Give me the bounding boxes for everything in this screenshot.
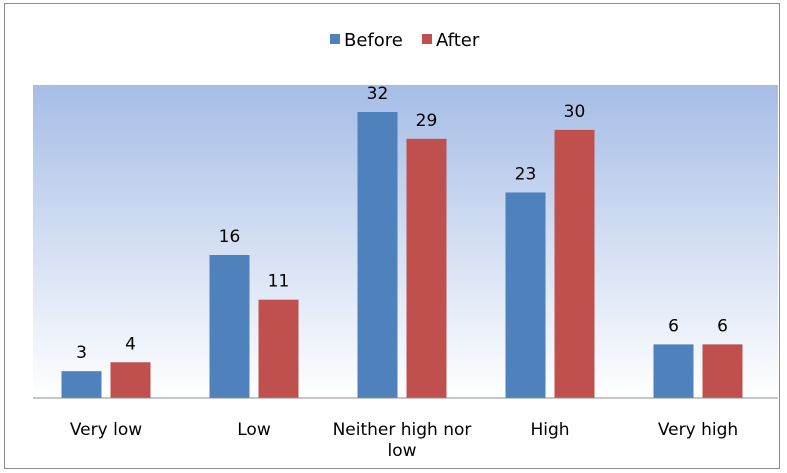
data-label-after-4: 6 [717, 316, 728, 336]
legend-swatch-before [330, 34, 340, 44]
data-label-before-2: 32 [367, 84, 389, 104]
bar-after-1 [258, 299, 299, 398]
data-label-after-2: 29 [416, 111, 438, 131]
category-label-3: High [530, 420, 569, 440]
data-label-after-3: 30 [564, 102, 586, 122]
data-label-after-0: 4 [125, 334, 136, 354]
bar-before-2 [357, 112, 398, 398]
bar-before-1 [209, 255, 250, 398]
bar-before-0 [61, 371, 102, 398]
data-label-before-0: 3 [76, 343, 87, 363]
data-label-before-4: 6 [668, 316, 679, 336]
data-label-before-3: 23 [515, 164, 537, 184]
legend-swatch-after [422, 34, 432, 44]
bar-before-4 [653, 344, 694, 398]
legend-label-after: After [436, 30, 480, 51]
legend-label-before: Before [344, 30, 403, 51]
category-label-2: Neither high nor low [333, 420, 472, 461]
bars-group [61, 112, 743, 398]
category-label-1: Low [237, 420, 271, 440]
bar-after-2 [406, 138, 447, 398]
bar-after-0 [110, 362, 151, 398]
data-label-before-1: 16 [219, 227, 241, 247]
data-label-after-1: 11 [268, 272, 290, 292]
data-labels-group: 3 4 16 11 32 29 23 30 6 6 [76, 84, 728, 363]
bar-after-4 [702, 344, 743, 398]
category-labels-group: Very low Low Neither high nor low High Very h… [70, 420, 738, 461]
legend: Before After [330, 30, 480, 51]
bar-before-3 [505, 192, 546, 398]
category-label-4: Very high [658, 420, 738, 440]
category-label-0: Very low [70, 420, 142, 440]
bar-after-3 [554, 129, 595, 398]
